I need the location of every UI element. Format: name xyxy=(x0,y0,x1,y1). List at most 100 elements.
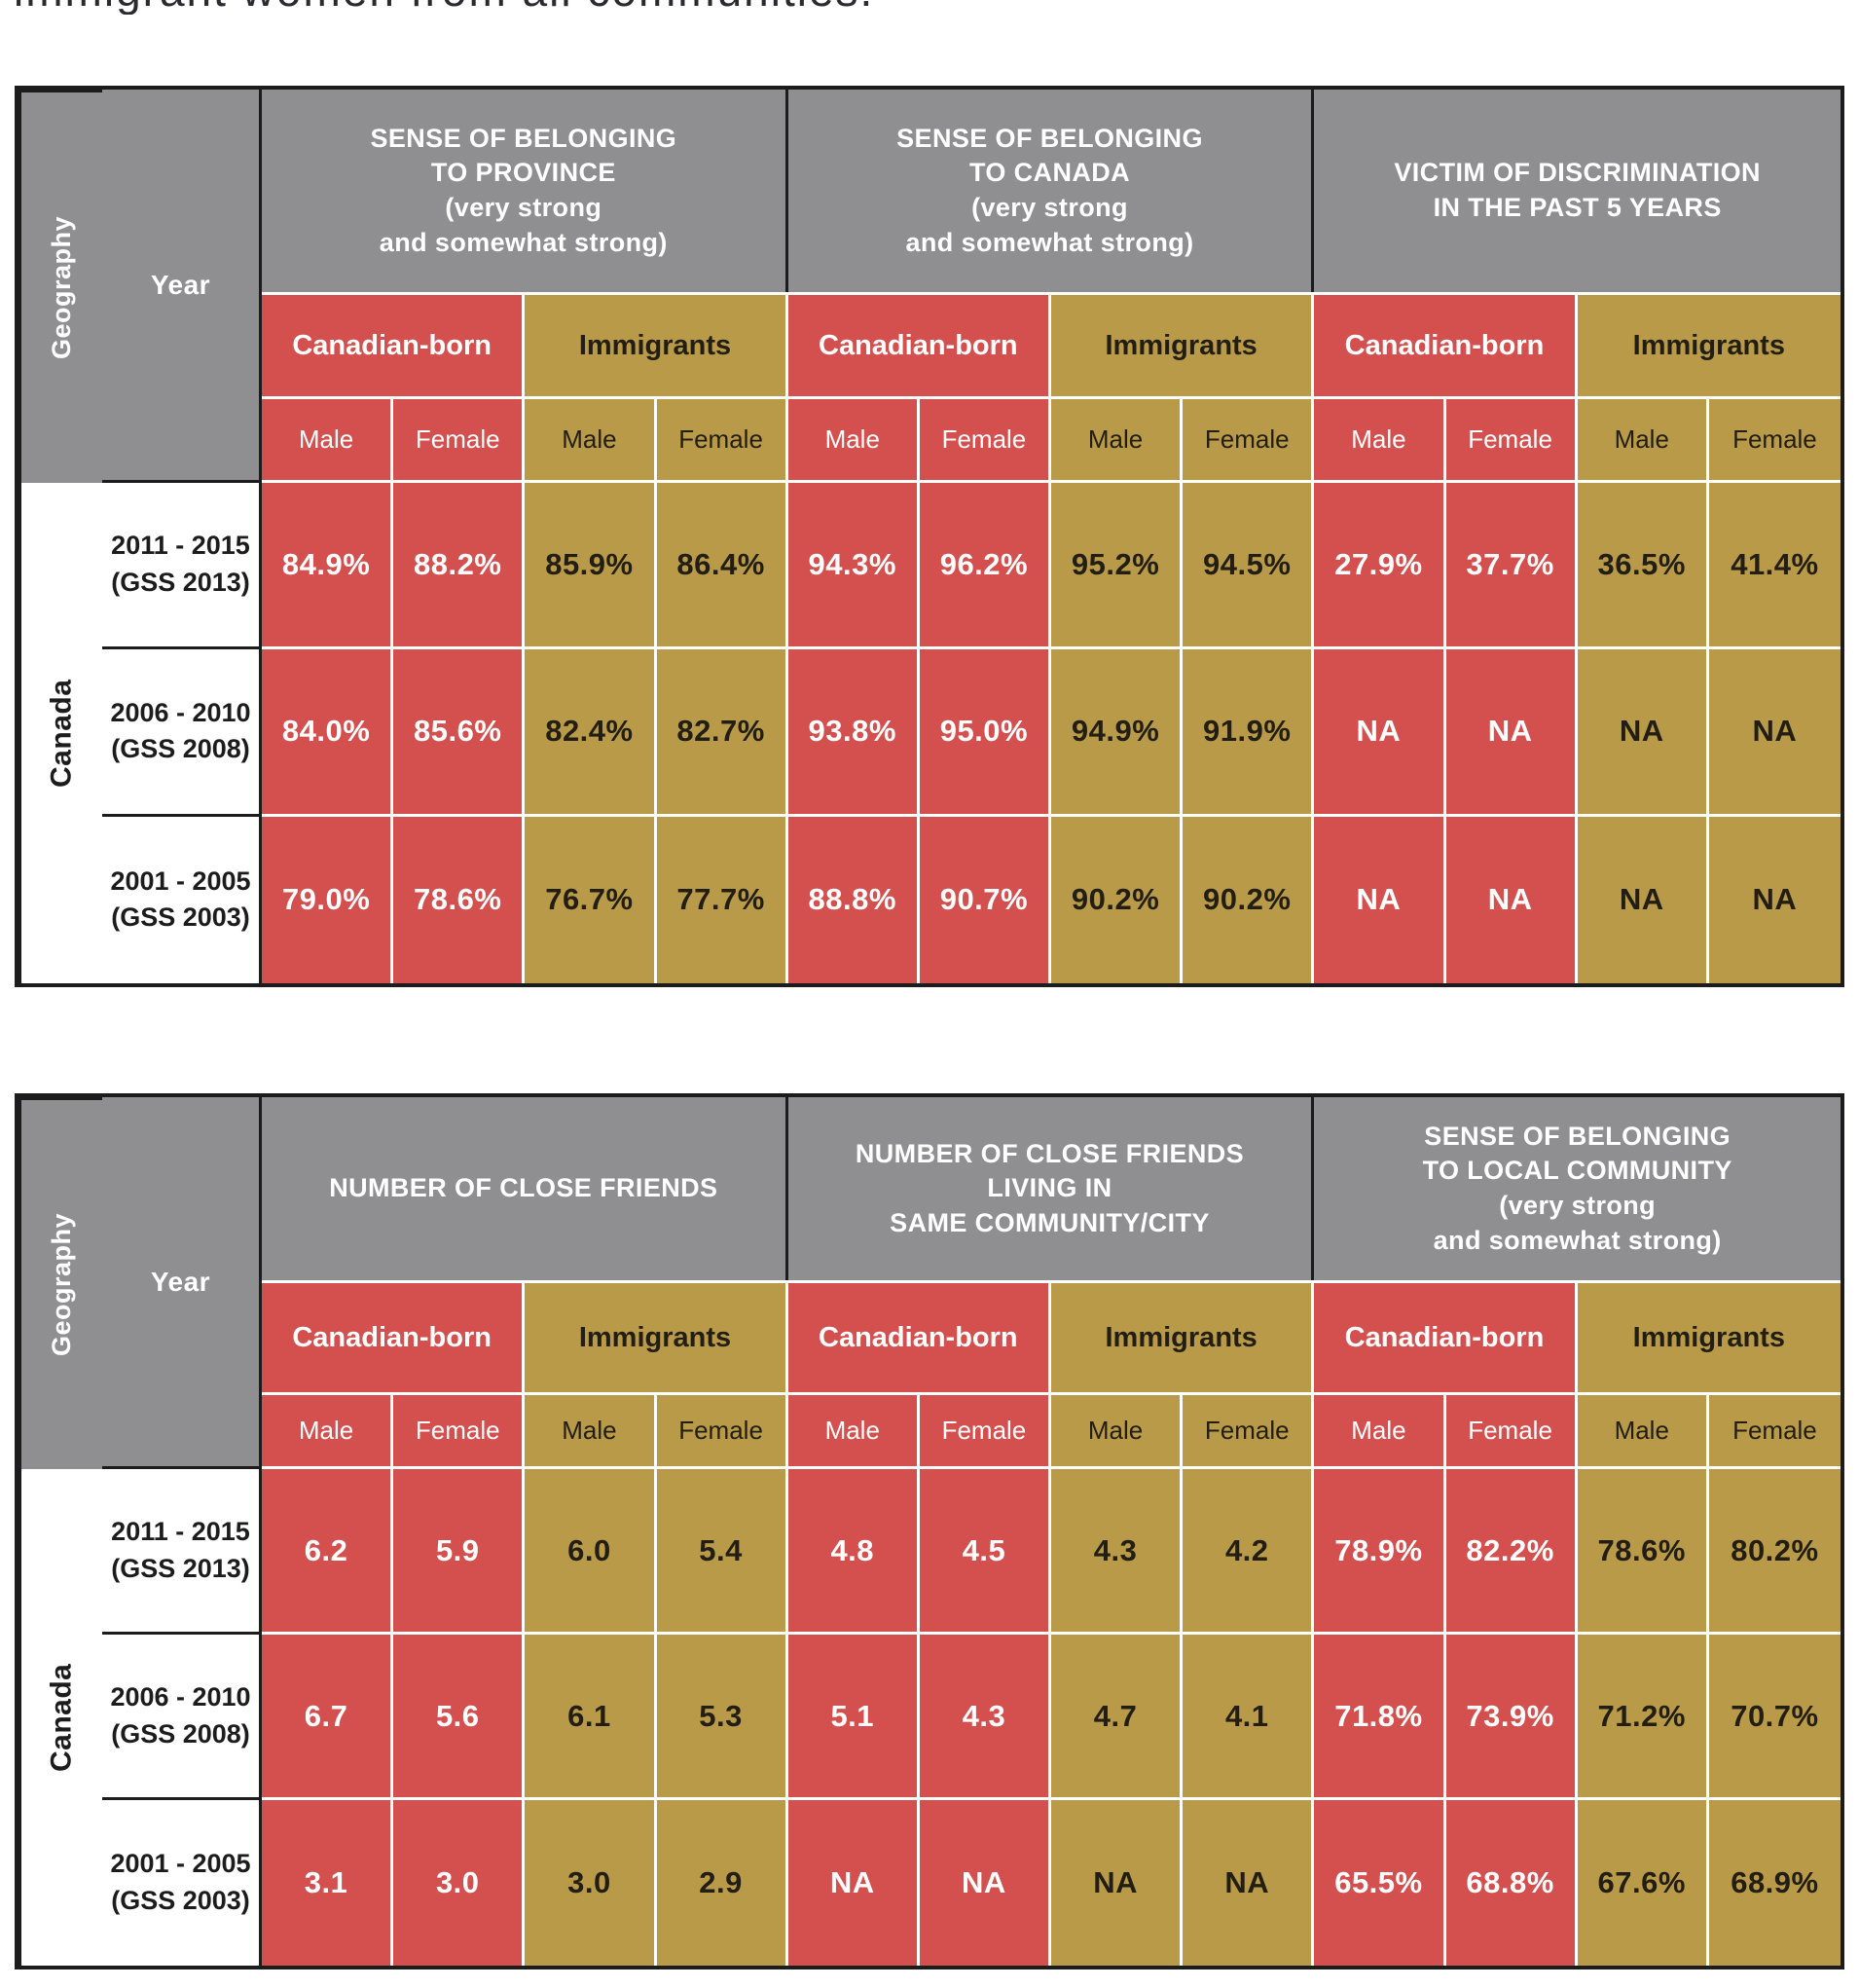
origin-header: Canadian-born xyxy=(1314,292,1578,399)
sex-header: Male xyxy=(787,399,920,483)
value-cell: NA xyxy=(1708,649,1841,817)
value-cell: 78.6% xyxy=(393,816,526,983)
value-cell: 4.8 xyxy=(787,1469,920,1635)
value-cell: 76.7% xyxy=(525,816,657,983)
value-cell: 82.7% xyxy=(656,649,788,817)
group-header: VICTIM OF DISCRIMINATION IN THE PAST 5 Y… xyxy=(1314,90,1841,292)
value-cell: 94.9% xyxy=(1051,649,1184,817)
origin-header: Immigrants xyxy=(1577,1280,1841,1395)
value-cell: NA xyxy=(1051,1800,1184,1966)
sex-header: Male xyxy=(1314,1395,1446,1469)
sex-header: Male xyxy=(525,399,657,483)
year-cell: 2001 - 2005 (GSS 2003) xyxy=(102,816,262,983)
sex-header: Female xyxy=(656,399,788,483)
value-cell: 5.1 xyxy=(787,1635,920,1800)
intro-clipped-line: immigrant women from all communities. xyxy=(14,0,1376,15)
origin-header: Immigrants xyxy=(525,1280,788,1395)
value-cell: NA xyxy=(919,1800,1051,1966)
group-header: SENSE OF BELONGING TO LOCAL COMMUNITY (v… xyxy=(1314,1097,1841,1280)
value-cell: NA xyxy=(1314,649,1446,817)
value-cell: 5.3 xyxy=(656,1635,788,1800)
value-cell: 6.2 xyxy=(262,1469,394,1635)
value-cell: 94.5% xyxy=(1183,483,1315,650)
year-cell: 2011 - 2015 (GSS 2013) xyxy=(102,1469,262,1635)
origin-header: Canadian-born xyxy=(787,292,1051,399)
sex-header: Female xyxy=(919,399,1051,483)
value-cell: 84.0% xyxy=(262,649,394,817)
value-cell: NA xyxy=(1445,649,1578,817)
origin-header: Canadian-born xyxy=(262,1280,526,1395)
value-cell: NA xyxy=(787,1800,920,1966)
origin-header: Canadian-born xyxy=(787,1280,1051,1395)
value-cell: 90.7% xyxy=(919,816,1051,983)
geography-header: Geography xyxy=(18,90,102,483)
value-cell: 6.7 xyxy=(262,1635,394,1800)
value-cell: 70.7% xyxy=(1708,1635,1841,1800)
value-cell: 82.4% xyxy=(525,649,657,817)
year-cell: 2006 - 2010 (GSS 2008) xyxy=(102,649,262,817)
value-cell: 90.2% xyxy=(1051,816,1184,983)
value-cell: 3.0 xyxy=(393,1800,526,1966)
group-header: SENSE OF BELONGING TO CANADA (very stron… xyxy=(787,90,1315,292)
value-cell: 88.2% xyxy=(393,483,526,650)
sex-header: Female xyxy=(1183,1395,1315,1469)
intro-text: immigrant women from all communities. xyxy=(14,0,1376,13)
value-cell: NA xyxy=(1445,816,1578,983)
value-cell: 95.2% xyxy=(1051,483,1184,650)
sex-header: Male xyxy=(787,1395,920,1469)
origin-header: Immigrants xyxy=(1051,1280,1315,1395)
value-cell: 4.5 xyxy=(919,1469,1051,1635)
origin-header: Immigrants xyxy=(1577,292,1841,399)
value-cell: NA xyxy=(1314,816,1446,983)
value-cell: NA xyxy=(1183,1800,1315,1966)
value-cell: 5.4 xyxy=(656,1469,788,1635)
value-cell: 77.7% xyxy=(656,816,788,983)
value-cell: 71.8% xyxy=(1314,1635,1446,1800)
year-cell: 2001 - 2005 (GSS 2003) xyxy=(102,1800,262,1966)
value-cell: 79.0% xyxy=(262,816,394,983)
sex-header: Male xyxy=(1051,1395,1184,1469)
sex-header: Male xyxy=(262,1395,394,1469)
group-header: SENSE OF BELONGING TO PROVINCE (very str… xyxy=(262,90,788,292)
sex-header: Male xyxy=(262,399,394,483)
value-cell: 85.9% xyxy=(525,483,657,650)
value-cell: 2.9 xyxy=(656,1800,788,1966)
value-cell: 71.2% xyxy=(1577,1635,1709,1800)
stats-table-1: Geography Year SENSE OF BELONGING TO PROVI… xyxy=(15,86,1844,987)
value-cell: 3.0 xyxy=(525,1800,657,1966)
value-cell: 4.7 xyxy=(1051,1635,1184,1800)
value-cell: 4.1 xyxy=(1183,1635,1315,1800)
value-cell: 3.1 xyxy=(262,1800,394,1966)
value-cell: 5.9 xyxy=(393,1469,526,1635)
value-cell: NA xyxy=(1708,816,1841,983)
geography-cell: Canada xyxy=(18,483,102,983)
sex-header: Female xyxy=(1445,1395,1578,1469)
sex-header: Female xyxy=(393,399,526,483)
value-cell: 86.4% xyxy=(656,483,788,650)
value-cell: 67.6% xyxy=(1577,1800,1709,1966)
value-cell: 4.2 xyxy=(1183,1469,1315,1635)
value-cell: 85.6% xyxy=(393,649,526,817)
geography-header: Geography xyxy=(18,1097,102,1469)
year-cell: 2011 - 2015 (GSS 2013) xyxy=(102,483,262,650)
origin-header: Immigrants xyxy=(1051,292,1315,399)
value-cell: 84.9% xyxy=(262,483,394,650)
group-header: NUMBER OF CLOSE FRIENDS xyxy=(262,1097,788,1280)
sex-header: Female xyxy=(919,1395,1051,1469)
value-cell: 6.0 xyxy=(525,1469,657,1635)
origin-header: Canadian-born xyxy=(1314,1280,1578,1395)
value-cell: 41.4% xyxy=(1708,483,1841,650)
value-cell: 93.8% xyxy=(787,649,920,817)
value-cell: 27.9% xyxy=(1314,483,1446,650)
sex-header: Male xyxy=(1577,1395,1709,1469)
value-cell: NA xyxy=(1577,816,1709,983)
year-header: Year xyxy=(102,90,262,483)
sex-header: Male xyxy=(1051,399,1184,483)
value-cell: 78.9% xyxy=(1314,1469,1446,1635)
sex-header: Female xyxy=(1445,399,1578,483)
value-cell: 36.5% xyxy=(1577,483,1709,650)
sex-header: Female xyxy=(1708,1395,1841,1469)
value-cell: 94.3% xyxy=(787,483,920,650)
value-cell: 68.9% xyxy=(1708,1800,1841,1966)
